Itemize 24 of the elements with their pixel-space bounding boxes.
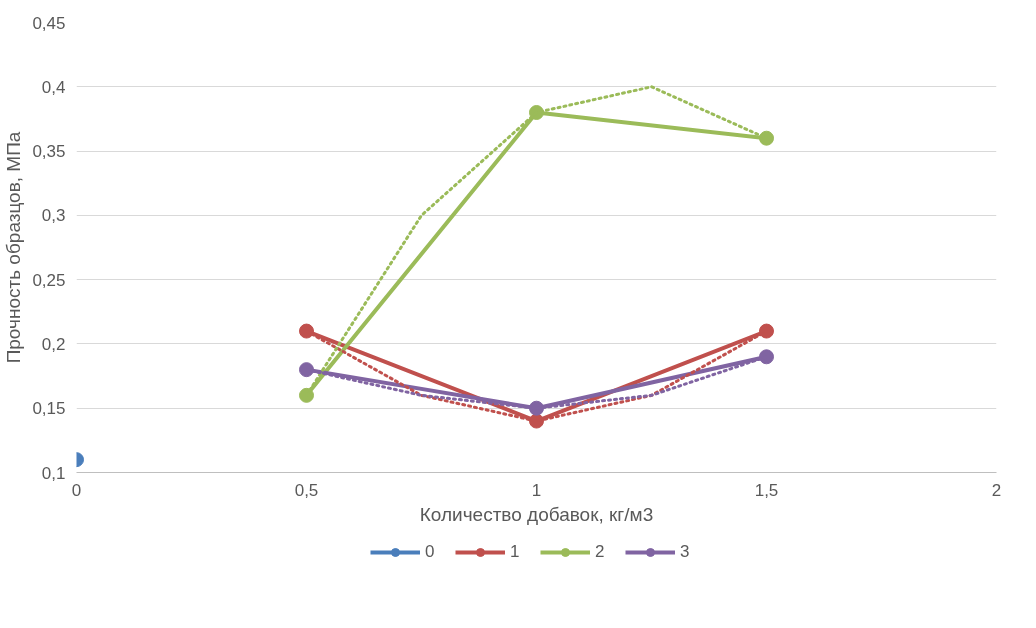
point [299,387,314,403]
y-tick-label: 0,2 [41,334,66,354]
x-tick-label: 1,5 [754,480,779,500]
x-axis-title: Количество добавок, кг/м3 [419,503,654,525]
x-tick-label: 1 [531,480,542,500]
y-tick-label: 0,25 [32,270,66,290]
legend-label: 1 [510,542,521,562]
legend-label: 2 [595,542,606,562]
legend-label: 3 [680,542,691,562]
x-tick-label: 0,5 [294,480,319,500]
y-tick-label: 0,3 [41,206,66,226]
x-tick-label: 0 [71,480,82,500]
x-tick-label: 2 [991,480,1002,500]
y-tick-label: 0,1 [41,463,66,483]
y-tick-label: 0,15 [32,399,66,419]
point [759,349,774,365]
legend-label: 0 [425,542,436,562]
point [299,362,314,378]
point [759,323,774,339]
y-tick-label: 0,35 [32,142,66,162]
y-axis-title: Прочность образцов, МПа [3,131,25,364]
point [759,130,774,146]
y-tick-label: 0,4 [41,77,66,97]
y-tick-label: 0,45 [32,13,66,33]
